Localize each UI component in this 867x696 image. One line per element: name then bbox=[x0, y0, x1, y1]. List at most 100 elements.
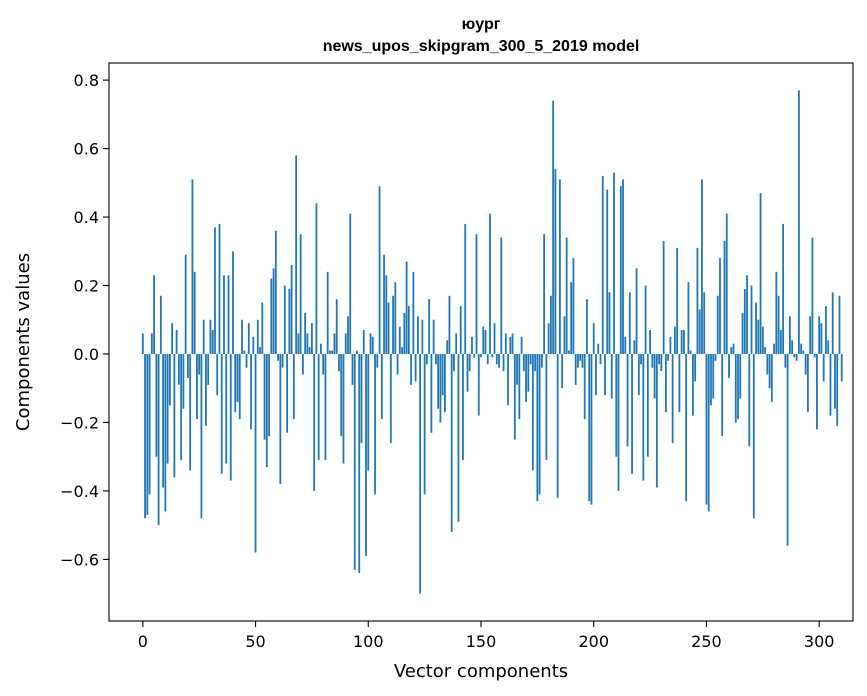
bar bbox=[662, 241, 665, 354]
bar bbox=[177, 353, 180, 385]
bar bbox=[626, 353, 629, 447]
bar bbox=[669, 336, 672, 354]
bar bbox=[563, 316, 566, 354]
bar bbox=[631, 353, 633, 474]
bar bbox=[527, 353, 530, 392]
bar bbox=[159, 295, 162, 354]
bar bbox=[574, 353, 577, 385]
bar bbox=[410, 353, 413, 385]
bar bbox=[770, 353, 773, 402]
bar bbox=[685, 353, 688, 502]
bar bbox=[459, 306, 462, 354]
bar bbox=[811, 237, 814, 354]
bar bbox=[141, 333, 144, 354]
bar bbox=[793, 353, 796, 358]
bar bbox=[189, 353, 192, 471]
bar bbox=[425, 353, 428, 365]
bar bbox=[786, 353, 789, 546]
bars-group bbox=[141, 90, 843, 594]
bar bbox=[547, 323, 550, 354]
bar bbox=[232, 251, 234, 354]
bar bbox=[683, 330, 685, 354]
bar bbox=[705, 353, 708, 505]
bar bbox=[498, 353, 500, 368]
bar bbox=[714, 353, 717, 361]
plot-frame bbox=[108, 62, 854, 622]
bar bbox=[193, 271, 196, 354]
bar bbox=[712, 353, 715, 399]
bar bbox=[836, 353, 839, 426]
bar bbox=[468, 353, 471, 372]
bar bbox=[175, 330, 178, 354]
bar bbox=[218, 223, 221, 354]
bar bbox=[825, 306, 827, 354]
bar bbox=[493, 323, 496, 354]
bar bbox=[840, 353, 843, 382]
bar bbox=[703, 292, 706, 354]
bar bbox=[516, 353, 518, 385]
bar bbox=[450, 353, 453, 532]
bar bbox=[480, 353, 482, 358]
bar bbox=[660, 353, 663, 372]
bar bbox=[570, 282, 573, 354]
bar bbox=[288, 288, 291, 354]
bar bbox=[234, 353, 237, 413]
bar bbox=[342, 353, 345, 464]
bar bbox=[385, 275, 388, 354]
bar bbox=[552, 100, 555, 354]
bar bbox=[453, 353, 455, 372]
bar bbox=[317, 353, 320, 461]
y-axis-ticks: −0.6 −0.4 −0.2 0.0 0.2 0.4 0.6 0.8 bbox=[60, 71, 109, 569]
bar bbox=[633, 340, 636, 354]
bar bbox=[604, 353, 606, 396]
y-tick-label: −0.2 bbox=[60, 413, 99, 432]
bar bbox=[405, 261, 408, 354]
bar bbox=[622, 179, 624, 354]
bar bbox=[335, 299, 338, 354]
bar bbox=[358, 353, 361, 574]
bar bbox=[277, 353, 279, 361]
bar bbox=[680, 330, 683, 354]
bar bbox=[502, 353, 505, 372]
bar bbox=[748, 353, 751, 447]
bar bbox=[692, 353, 694, 416]
bar bbox=[200, 353, 203, 519]
bar bbox=[471, 336, 473, 354]
bar bbox=[191, 179, 194, 354]
bar bbox=[421, 319, 424, 354]
bar bbox=[757, 319, 760, 354]
bar bbox=[664, 353, 667, 413]
bar bbox=[333, 333, 336, 354]
bar bbox=[613, 172, 615, 354]
bar bbox=[311, 323, 313, 354]
bar bbox=[568, 350, 570, 354]
bar bbox=[324, 353, 327, 461]
bar bbox=[646, 353, 649, 457]
bar bbox=[164, 353, 167, 512]
bar bbox=[295, 155, 298, 354]
bar bbox=[353, 353, 356, 570]
bar bbox=[732, 343, 735, 354]
bar bbox=[331, 350, 334, 354]
x-tick-label: 50 bbox=[245, 632, 265, 651]
bar bbox=[306, 333, 309, 354]
bar bbox=[687, 282, 690, 354]
x-axis-label: Vector components bbox=[394, 661, 568, 682]
bar bbox=[782, 223, 785, 354]
bar bbox=[737, 353, 739, 420]
bar bbox=[448, 295, 451, 354]
bar bbox=[565, 237, 568, 354]
bar bbox=[187, 353, 189, 378]
bar bbox=[430, 353, 433, 433]
bar bbox=[207, 353, 210, 385]
bar bbox=[338, 353, 340, 372]
bar bbox=[608, 292, 611, 354]
bar bbox=[351, 353, 354, 385]
bar bbox=[822, 353, 825, 382]
bar bbox=[500, 237, 503, 354]
bar bbox=[800, 343, 803, 354]
bar bbox=[651, 353, 654, 368]
bar bbox=[759, 193, 762, 354]
bar bbox=[414, 353, 417, 382]
bar bbox=[455, 333, 458, 354]
